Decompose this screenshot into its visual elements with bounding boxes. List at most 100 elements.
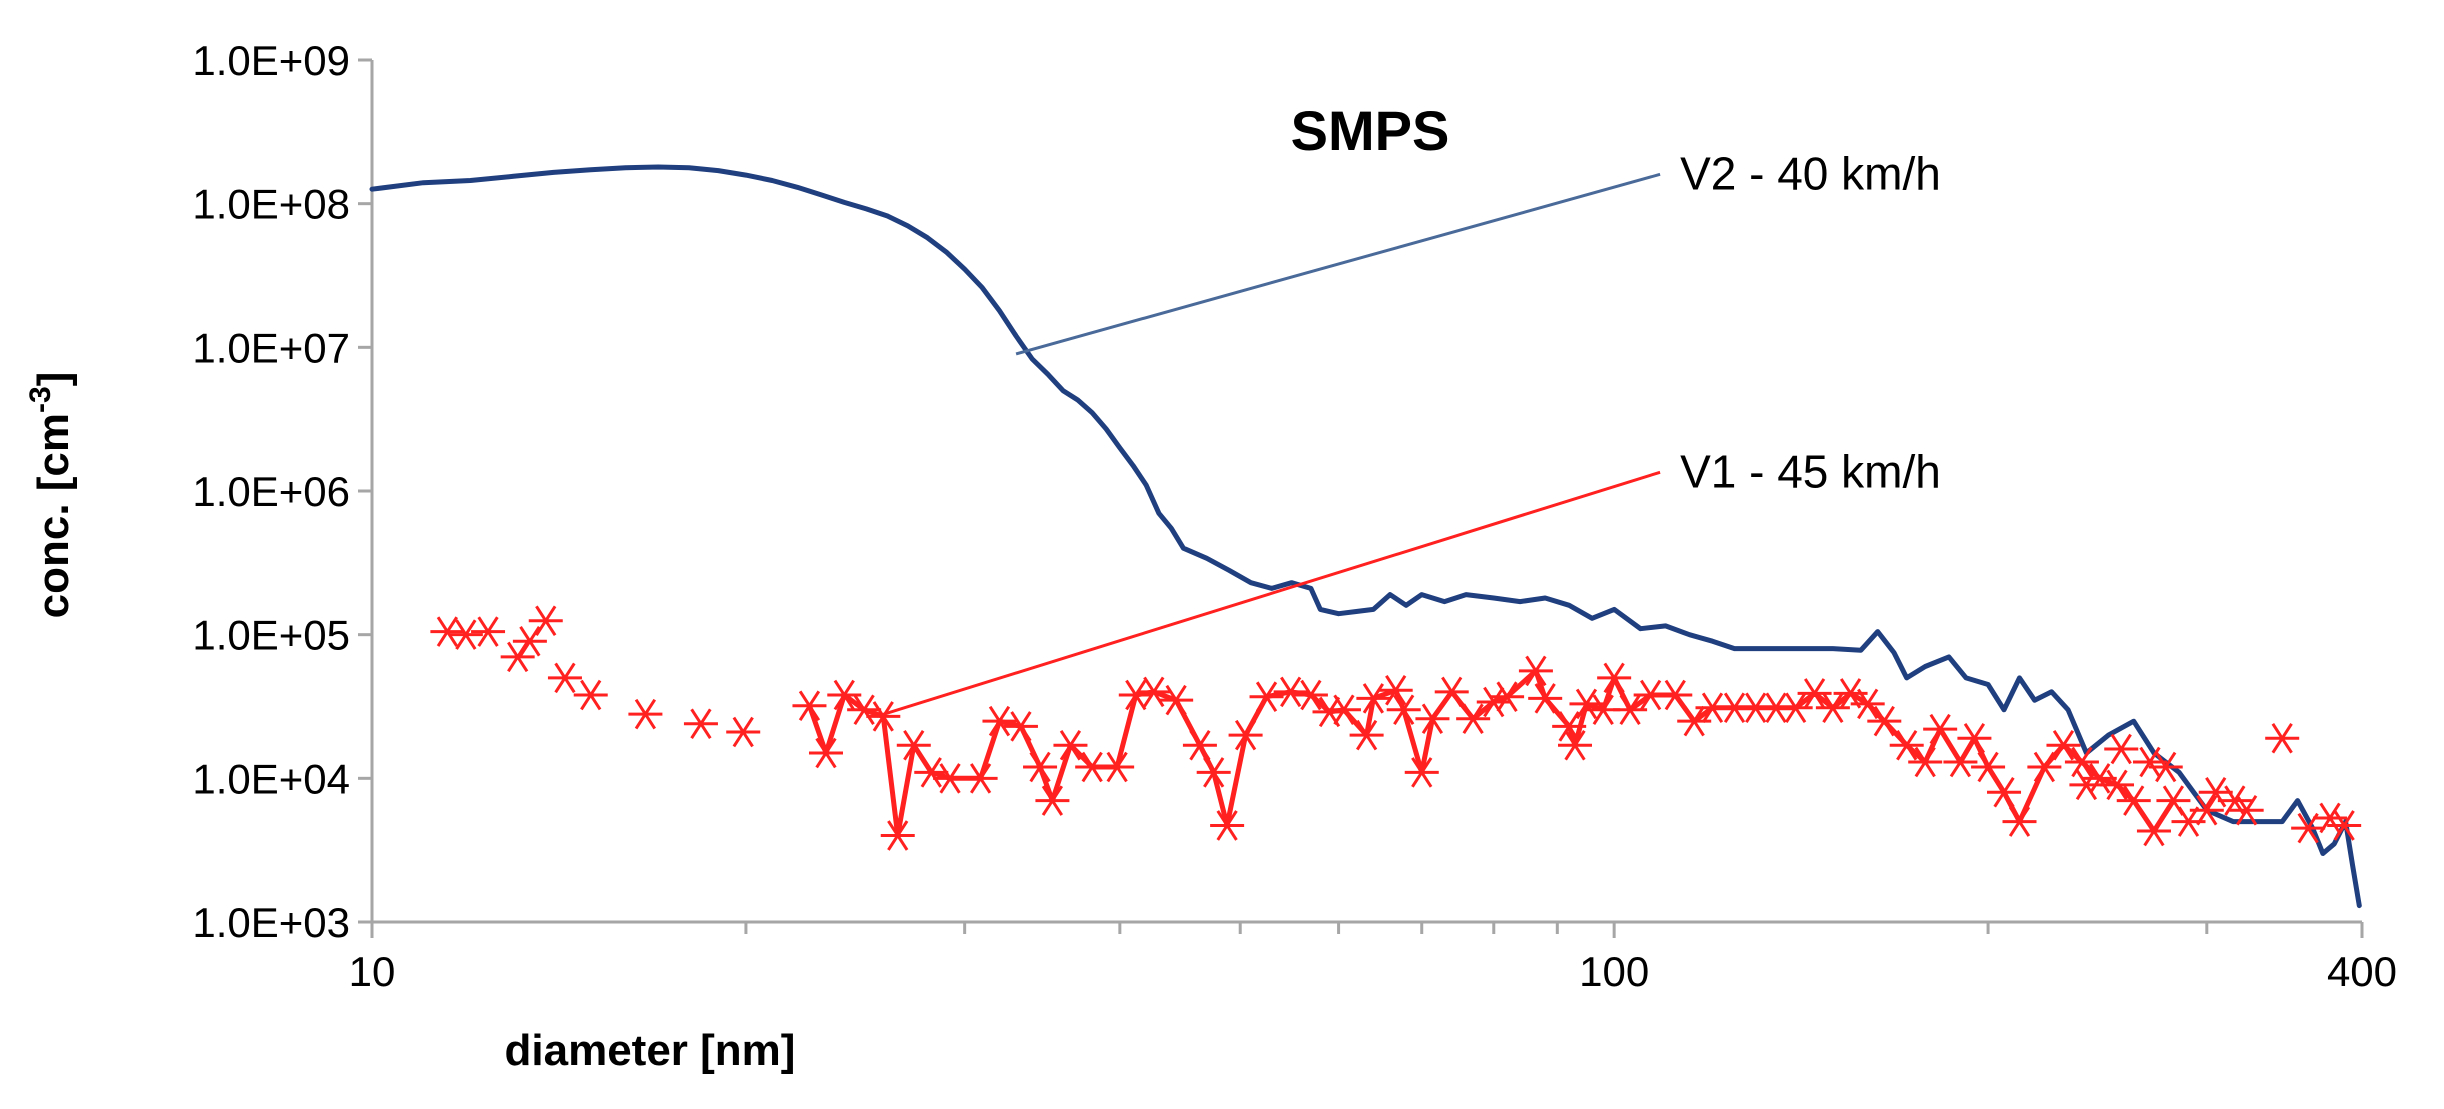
series-marker-asterisk	[1797, 678, 1832, 709]
marker-stroke	[1362, 683, 1385, 714]
marker-stroke	[1165, 684, 1187, 716]
series-marker-asterisk	[1118, 679, 1153, 711]
series-marker-asterisk	[1957, 723, 1992, 754]
series-marker-asterisk	[471, 616, 506, 647]
marker-stroke	[2224, 785, 2246, 816]
series-marker-asterisk	[1023, 751, 1058, 783]
y-tick-label: 1.0E+04	[192, 755, 350, 802]
marker-stroke	[2196, 794, 2218, 826]
marker-stroke	[690, 708, 712, 739]
marker-stroke	[1441, 676, 1463, 708]
y-tick-label: 1.0E+07	[192, 324, 350, 371]
series-layer	[369, 164, 2362, 909]
marker-stroke	[1765, 692, 1787, 724]
y-tick-label: 1.0E+06	[192, 468, 350, 515]
annotation-layer: V2 - 40 km/h V1 - 45 km/h	[876, 147, 1941, 718]
series-marker-asterisk	[1815, 692, 1850, 724]
annotation-label: V2 - 40 km/h	[1680, 147, 1941, 199]
y-tick-label: 1.0E+03	[192, 899, 350, 946]
marker-stroke	[1106, 751, 1128, 783]
marker-stroke	[1963, 723, 1986, 754]
marker-stroke	[1701, 692, 1724, 724]
x-tick-label: 10	[349, 948, 396, 995]
series-marker-asterisk	[1415, 703, 1450, 734]
y-tick-label: 1.0E+05	[192, 612, 350, 659]
marker-stroke	[1125, 679, 1147, 711]
marker-stroke	[1839, 678, 1862, 709]
marker-stroke	[1300, 679, 1322, 711]
marker-stroke	[2155, 751, 2177, 783]
series-marker-asterisk	[1196, 757, 1231, 788]
marker-stroke	[1216, 810, 1238, 841]
marker-stroke	[2123, 785, 2145, 816]
series-marker-asterisk	[1456, 703, 1491, 734]
series-marker-asterisk	[933, 763, 968, 794]
series-marker-asterisk	[2148, 751, 2183, 783]
series-marker-asterisk	[1228, 719, 1263, 751]
series-marker-asterisk	[914, 757, 949, 788]
marker-stroke	[1483, 686, 1505, 718]
marker-stroke	[2143, 815, 2165, 847]
marker-stroke	[1977, 751, 1999, 783]
y-tick-label: 1.0E+09	[192, 37, 350, 84]
series-marker-asterisk	[1658, 679, 1693, 711]
marker-stroke	[1411, 757, 1433, 788]
series-marker-asterisk	[448, 619, 483, 650]
series-marker-asterisk	[1490, 681, 1525, 712]
series-marker-asterisk	[430, 616, 465, 647]
marker-stroke	[2271, 723, 2293, 754]
y-tick-label: 1.0E+08	[192, 181, 350, 228]
marker-stroke	[1234, 719, 1257, 751]
marker-stroke	[1564, 729, 1586, 761]
series-marker-asterisk	[1558, 729, 1593, 761]
marker-stroke	[2075, 769, 2098, 801]
marker-stroke	[436, 616, 459, 647]
series-marker-asterisk	[1326, 694, 1361, 726]
series-marker-asterisk	[792, 690, 827, 722]
marker-stroke	[634, 698, 657, 730]
marker-stroke	[2052, 729, 2075, 761]
marker-stroke	[2236, 794, 2258, 826]
series-marker-asterisk	[628, 698, 663, 730]
marker-stroke	[1803, 678, 1826, 709]
x-tick-label: 100	[1579, 948, 1649, 995]
marker-stroke	[2106, 769, 2128, 801]
annotation-leader-line	[876, 470, 1661, 718]
marker-stroke	[1421, 703, 1444, 734]
series-marker-asterisk	[2265, 723, 2300, 754]
series-marker-asterisk	[1908, 746, 1943, 778]
marker-stroke	[1745, 692, 1767, 724]
marker-stroke	[1059, 729, 1082, 761]
marker-stroke	[1993, 776, 2015, 808]
series-marker-asterisk	[2002, 806, 2037, 837]
marker-stroke	[2333, 810, 2355, 841]
marker-stroke	[1333, 694, 1355, 726]
x-axis-label: diameter [nm]	[505, 1026, 796, 1075]
marker-stroke	[1189, 729, 1211, 761]
marker-stroke	[1525, 655, 1547, 687]
series-marker-asterisk	[866, 701, 901, 732]
marker-stroke	[853, 694, 875, 726]
marker-stroke	[1592, 694, 1614, 726]
marker-stroke	[1462, 703, 1484, 734]
series-marker-asterisk	[1293, 679, 1328, 711]
series-line	[369, 164, 2362, 909]
series-marker-asterisk	[1386, 694, 1421, 726]
marker-stroke	[2089, 763, 2111, 794]
marker-stroke	[1029, 751, 1051, 783]
marker-stroke	[732, 716, 754, 748]
annotation-leader-line	[1015, 172, 1661, 356]
marker-stroke	[920, 757, 942, 788]
marker-stroke	[1896, 729, 1918, 761]
marker-stroke	[1143, 676, 1165, 708]
series-marker-asterisk	[1035, 785, 1070, 816]
series-marker-asterisk	[1613, 694, 1648, 726]
y-axis-label: conc. [cm-3]	[24, 372, 78, 619]
y-axis-label-sup: -3	[24, 386, 57, 413]
series-marker-asterisk	[2046, 729, 2081, 761]
marker-stroke	[1857, 688, 1879, 720]
series-marker-asterisk	[1597, 662, 1632, 694]
series-marker-asterisk	[896, 729, 931, 761]
series-marker-asterisk	[1003, 711, 1038, 742]
